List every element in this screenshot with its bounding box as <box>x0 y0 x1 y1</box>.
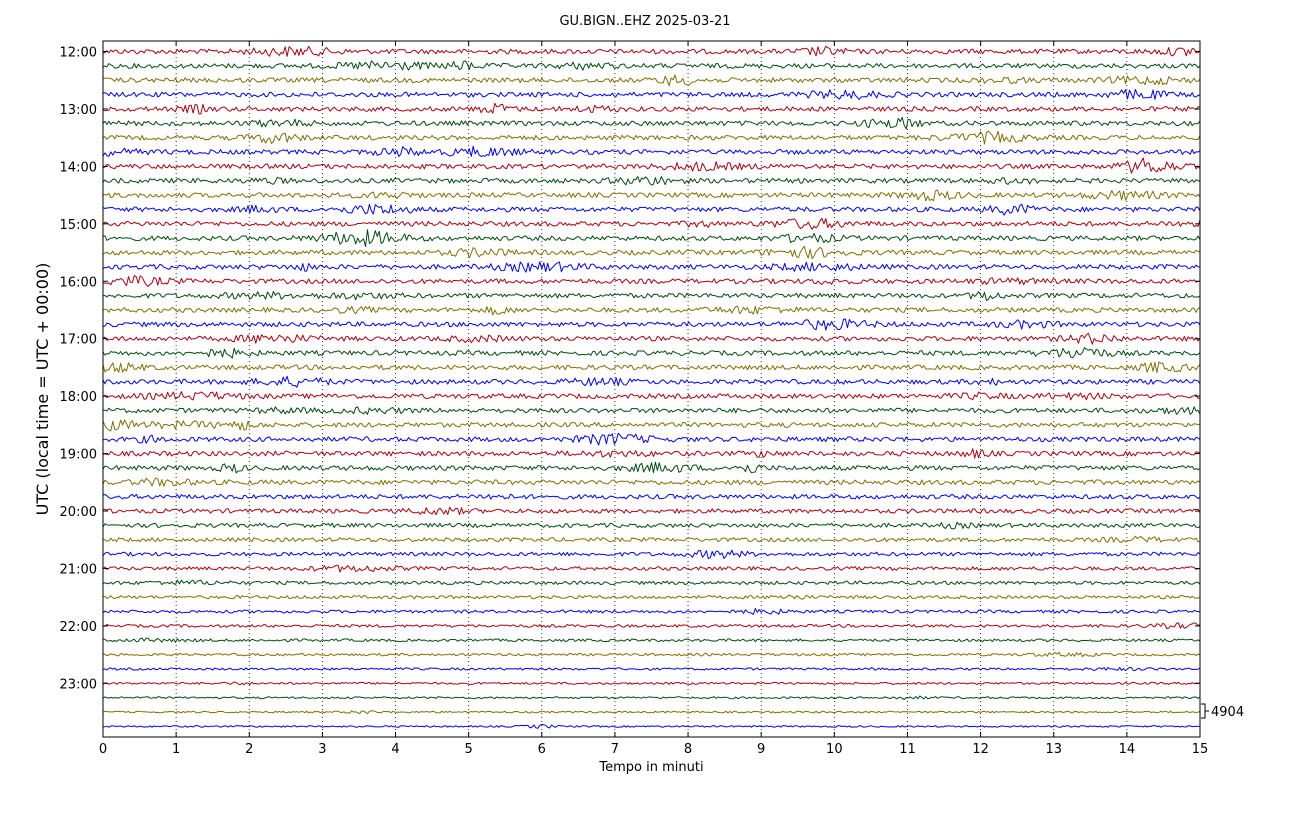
seismic-traces <box>102 45 1201 729</box>
trace-row <box>102 74 1201 87</box>
trace-row <box>102 666 1201 672</box>
trace-row <box>102 88 1201 100</box>
trace-row <box>102 506 1201 516</box>
trace-row <box>102 637 1201 643</box>
trace-row <box>102 157 1201 174</box>
trace-row <box>102 695 1201 700</box>
x-tick-label: 5 <box>465 742 473 757</box>
y-tick-label: 16:00 <box>60 275 97 290</box>
y-tick-label: 18:00 <box>60 390 97 405</box>
x-tick-label: 3 <box>318 742 326 757</box>
trace-row <box>102 564 1201 573</box>
x-tick-label: 7 <box>611 742 619 757</box>
chart-title: GU.BIGN..EHZ 2025-03-21 <box>559 14 730 29</box>
scale-bar: 4904 <box>1201 703 1244 720</box>
trace-row <box>102 622 1201 629</box>
trace-row <box>102 145 1201 157</box>
trace-row <box>102 549 1201 560</box>
trace-row <box>102 594 1201 600</box>
trace-row <box>102 651 1201 658</box>
trace-row <box>102 477 1201 487</box>
x-tick-label: 1 <box>172 742 180 757</box>
trace-row <box>102 60 1201 71</box>
trace-row <box>102 305 1201 316</box>
y-tick-label: 15:00 <box>60 218 97 233</box>
trace-row <box>102 45 1201 57</box>
trace-row <box>102 361 1201 374</box>
trace-row <box>102 275 1201 287</box>
trace-row <box>102 406 1201 415</box>
trace-row <box>102 318 1201 331</box>
trace-row <box>102 579 1201 586</box>
trace-row <box>102 245 1201 260</box>
trace-row <box>102 291 1201 302</box>
y-tick-label: 13:00 <box>60 103 97 118</box>
trace-row <box>102 229 1201 247</box>
plot-frame <box>102 40 1201 738</box>
y-tick-label: 12:00 <box>60 46 97 61</box>
x-tick-label: 4 <box>391 742 399 757</box>
grid-lines <box>175 41 1128 737</box>
scale-bracket <box>1201 703 1206 719</box>
y-axis-label: UTC (local time = UTC + 00:00) <box>33 263 52 516</box>
x-tick-label: 15 <box>1192 742 1209 757</box>
trace-row <box>102 189 1201 202</box>
trace-row <box>102 432 1201 446</box>
y-axis: 12:00 13:00 14:00 15:00 16:00 17:00 18:00 19:00… <box>60 46 1200 692</box>
x-tick-label: 11 <box>899 742 916 757</box>
x-tick-label: 14 <box>1119 742 1136 757</box>
x-tick-label: 6 <box>538 742 546 757</box>
trace-row <box>102 461 1201 474</box>
trace-row <box>102 203 1201 216</box>
x-tick-label: 10 <box>826 742 843 757</box>
trace-row <box>102 130 1201 145</box>
trace-row <box>102 448 1201 459</box>
y-tick-label: 17:00 <box>60 333 97 348</box>
x-tick-label: 8 <box>684 742 692 757</box>
trace-row <box>102 347 1201 359</box>
trace-row <box>102 102 1201 115</box>
trace-row <box>102 681 1201 686</box>
trace-row <box>102 176 1201 186</box>
scale-label: 4904 <box>1211 705 1244 720</box>
trace-row <box>102 116 1201 130</box>
x-tick-label: 13 <box>1045 742 1062 757</box>
x-tick-label: 2 <box>245 742 253 757</box>
trace-row <box>102 535 1201 543</box>
trace-row <box>102 332 1201 345</box>
trace-row <box>102 724 1201 729</box>
y-tick-label: 22:00 <box>60 620 97 635</box>
trace-row <box>102 261 1201 273</box>
trace-row <box>102 608 1201 615</box>
y-tick-label: 20:00 <box>60 505 97 520</box>
trace-row <box>102 521 1201 530</box>
y-tick-label: 23:00 <box>60 677 97 692</box>
trace-row <box>102 391 1200 401</box>
trace-row <box>102 375 1201 388</box>
trace-row <box>102 493 1201 500</box>
x-axis-label: Tempo in minuti <box>598 760 703 775</box>
y-tick-label: 14:00 <box>60 160 97 175</box>
x-tick-label: 0 <box>99 742 107 757</box>
trace-row <box>102 419 1201 432</box>
x-axis: 0 1 2 3 4 5 6 7 8 9 10 11 12 13 14 15 <box>99 41 1208 757</box>
x-tick-label: 12 <box>972 742 989 757</box>
trace-row <box>102 710 1201 715</box>
y-tick-label: 19:00 <box>60 448 97 463</box>
y-tick-label: 21:00 <box>60 562 97 577</box>
x-tick-label: 9 <box>757 742 765 757</box>
trace-row <box>102 217 1201 230</box>
